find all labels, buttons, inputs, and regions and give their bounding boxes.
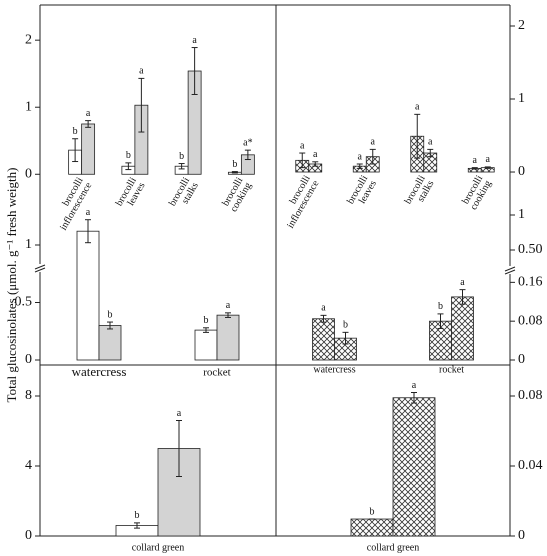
bar: [98, 325, 122, 361]
significance-letter: b: [204, 315, 209, 326]
y-tick-label: 4: [25, 458, 32, 473]
bar: [312, 318, 335, 361]
y-tick-label: 0: [518, 352, 525, 367]
significance-letter: a: [226, 300, 231, 311]
significance-letter: a: [428, 137, 433, 148]
bar: [194, 329, 218, 361]
y-tick-label: 8: [25, 388, 32, 403]
significance-letter: a: [86, 108, 91, 119]
significance-letter: b: [343, 320, 348, 331]
y-tick-label: 0: [25, 166, 32, 181]
significance-letter: b: [179, 151, 184, 162]
error-bar: [471, 167, 478, 170]
error-bar: [225, 312, 231, 318]
significance-letter: a: [473, 155, 478, 166]
error-bar: [125, 162, 132, 171]
significance-letter: a: [321, 303, 326, 314]
error-bar: [437, 313, 444, 329]
error-bar: [299, 152, 306, 169]
bar: [216, 314, 240, 361]
y-tick-label: 1: [518, 207, 525, 222]
error-bar: [356, 163, 363, 169]
y-axis-title: Total glucosinolates (μmol. g⁻¹ fresh we…: [4, 168, 19, 403]
significance-letter: a: [412, 380, 417, 391]
bar: [81, 123, 96, 175]
significance-letter: a: [86, 207, 91, 218]
significance-letter: a: [415, 102, 420, 113]
error-bar: [72, 138, 79, 163]
significance-letter: a: [300, 140, 305, 151]
significance-letter: a: [192, 35, 197, 46]
bar: [392, 397, 436, 537]
error-bar: [191, 47, 198, 95]
significance-letter: a: [371, 137, 376, 148]
y-tick-label: 0.5: [15, 295, 33, 310]
significance-letter: b: [73, 126, 78, 137]
error-bar: [484, 166, 491, 169]
significance-letter: a*: [243, 137, 252, 148]
x-tick-label: watercress: [72, 364, 127, 379]
error-bar: [138, 77, 145, 133]
y-tick-label: 0.08: [518, 313, 543, 328]
bar: [76, 230, 100, 361]
y-tick-label: 0.04: [518, 458, 543, 473]
x-tick-label: collard green: [367, 542, 419, 553]
significance-letter: b: [126, 150, 131, 161]
significance-letter: b: [135, 510, 140, 521]
error-bar: [312, 161, 319, 167]
x-tick-label: collard green: [132, 542, 184, 553]
y-tick-label: 1: [518, 91, 525, 106]
error-bar: [178, 163, 185, 170]
error-bar: [107, 321, 113, 330]
error-bar: [176, 420, 182, 477]
error-bar: [231, 171, 238, 174]
x-tick-label: rocket: [203, 367, 230, 379]
y-tick-label: 1: [25, 237, 32, 252]
significance-letter: a: [486, 154, 491, 165]
y-tick-label: 0.16: [518, 275, 543, 290]
significance-letter: b: [438, 301, 443, 312]
axis-break: [34, 264, 516, 275]
x-tick-label: rocket: [439, 364, 464, 375]
bar: [350, 518, 394, 537]
y-tick-label: 0.50: [518, 242, 543, 257]
significance-letter: a: [460, 277, 465, 288]
error-bar: [459, 289, 466, 305]
error-bar: [427, 148, 434, 158]
y-tick-label: 0: [518, 528, 525, 543]
significance-letter: a: [313, 149, 318, 160]
error-bar: [320, 314, 327, 323]
bar: [451, 296, 474, 361]
x-tick-label: watercress: [313, 364, 355, 375]
error-bar: [244, 149, 251, 161]
y-tick-label: 1: [25, 99, 32, 114]
significance-letter: b: [370, 506, 375, 517]
error-bar: [85, 219, 91, 244]
y-tick-label: 0: [25, 528, 32, 543]
error-bar: [342, 331, 349, 345]
error-bar: [414, 113, 421, 159]
y-tick-label: 0: [518, 164, 525, 179]
error-bar: [411, 392, 417, 404]
y-tick-label: 0.08: [518, 388, 543, 403]
significance-letter: b: [232, 159, 237, 170]
significance-letter: a: [139, 66, 144, 77]
error-bar: [85, 120, 92, 128]
significance-letter: b: [108, 309, 113, 320]
significance-letter: a: [177, 408, 182, 419]
error-bar: [134, 522, 140, 529]
error-bar: [369, 148, 376, 165]
y-tick-label: 2: [25, 32, 32, 47]
y-tick-label: 0: [25, 352, 32, 367]
frame: [34, 4, 516, 537]
error-bar: [203, 327, 209, 333]
y-tick-label: 2: [518, 18, 525, 33]
significance-letter: a: [358, 151, 363, 162]
